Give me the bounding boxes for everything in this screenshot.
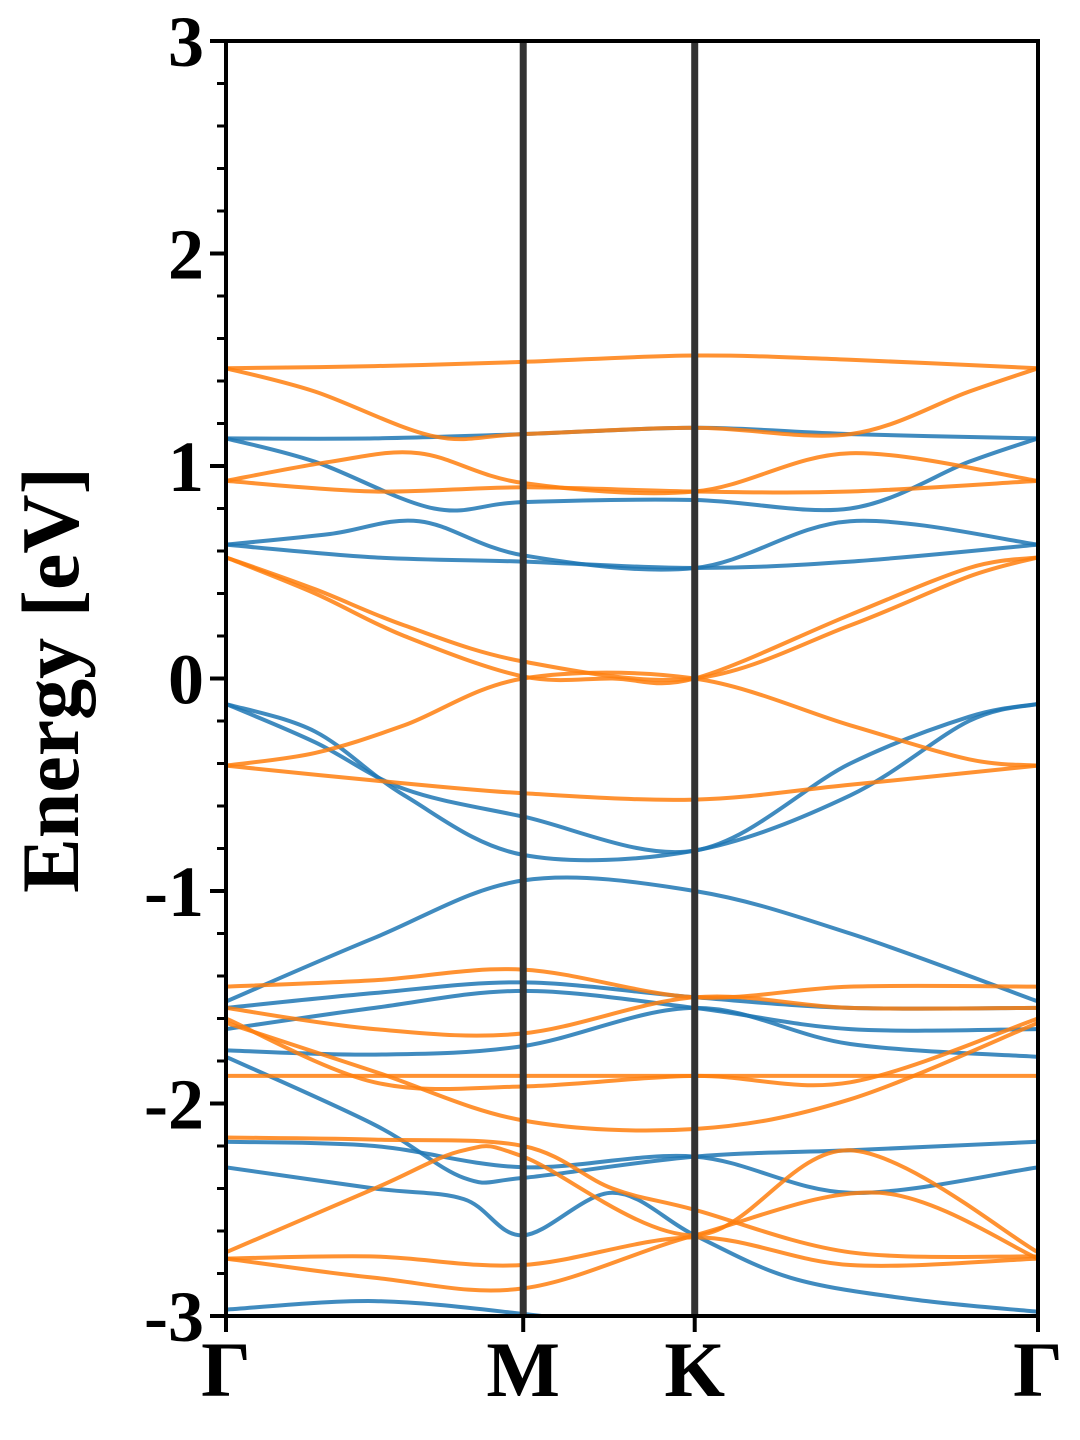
band-line-series1-10 bbox=[226, 702, 1038, 855]
band-line-series2-10 bbox=[226, 763, 1038, 802]
band-line-series1-8 bbox=[226, 875, 1038, 1004]
band-line-series1-2 bbox=[226, 1165, 1038, 1314]
band-line-series2-14 bbox=[226, 478, 1038, 495]
bands-layer bbox=[226, 353, 1038, 1316]
xtick-label: Γ bbox=[201, 1326, 251, 1413]
ytick-label: 2 bbox=[168, 215, 204, 295]
y-axis-title: Energy [eV] bbox=[5, 467, 96, 893]
xtick-label: M bbox=[486, 1326, 560, 1413]
band-line-series1-13 bbox=[226, 436, 1038, 513]
band-line-series2-15 bbox=[226, 450, 1038, 496]
band-line-series2-6 bbox=[226, 1016, 1038, 1092]
band-line-series1-12 bbox=[226, 518, 1038, 572]
band-line-series1-1 bbox=[226, 1299, 557, 1316]
band-line-series2-11 bbox=[226, 670, 1038, 768]
kpoint-separators bbox=[519, 41, 699, 1316]
band-line-series2-8 bbox=[226, 994, 1038, 1038]
band-line-series2-9 bbox=[226, 967, 1038, 1000]
band-line-series2-7 bbox=[226, 1020, 1038, 1133]
band-line-series2-3 bbox=[226, 1144, 1038, 1255]
band-line-series2-16 bbox=[226, 366, 1038, 442]
band-line-series2-1 bbox=[226, 1235, 1038, 1268]
y-axis: 3 2 1 0 -1 -2 -3 bbox=[144, 2, 226, 1357]
band-line-series2-13 bbox=[226, 555, 1038, 682]
ytick-label: 1 bbox=[168, 427, 204, 507]
band-line-series1-6 bbox=[226, 988, 1038, 1033]
ytick-label: -3 bbox=[144, 1277, 204, 1357]
ytick-label: -1 bbox=[144, 852, 204, 932]
xtick-label: K bbox=[664, 1326, 725, 1413]
band-line-series2-17 bbox=[226, 353, 1038, 371]
ytick-label: 3 bbox=[168, 2, 204, 82]
band-line-series1-5 bbox=[226, 1005, 1038, 1059]
xtick-label: Γ bbox=[1013, 1326, 1063, 1413]
ytick-label: 0 bbox=[168, 640, 204, 720]
ytick-label: -2 bbox=[144, 1065, 204, 1145]
band-line-series2-12 bbox=[226, 555, 1038, 686]
band-line-series2-4 bbox=[226, 1135, 1038, 1260]
band-line-series2-2 bbox=[226, 1190, 1038, 1293]
